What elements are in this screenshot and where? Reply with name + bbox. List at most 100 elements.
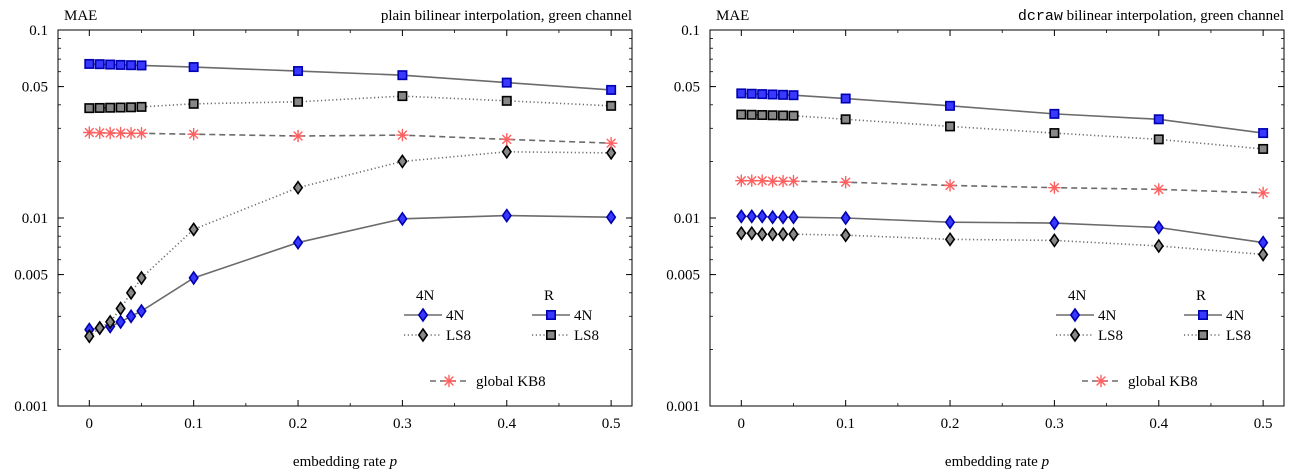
- series-r-4n: [84, 58, 617, 95]
- data-point: [788, 90, 799, 101]
- data-point: [777, 226, 789, 242]
- chart-panel-2: 0.001 0.005 0.01 0.05 0.1 0 0.1 0.2 0.3 0.4 0.5 MAE…: [666, 8, 1285, 470]
- legend-marker: [417, 307, 429, 323]
- series-line: [89, 95, 612, 109]
- series-line: [741, 92, 1264, 134]
- x-tick-label: 0.1: [836, 416, 855, 432]
- y-tick-label: 0.005: [14, 268, 48, 284]
- plot-frame: [57, 29, 633, 407]
- data-point: [757, 89, 768, 100]
- series-4n-ls8: [84, 144, 617, 344]
- legend-marker: [1069, 327, 1081, 343]
- data-point: [396, 128, 409, 142]
- data-point: [93, 126, 107, 140]
- legend-header: 4N: [1068, 288, 1087, 304]
- data-point: [136, 60, 147, 71]
- series-4n-4n: [84, 208, 617, 337]
- data-point: [944, 231, 956, 247]
- data-point: [1257, 235, 1269, 250]
- data-point: [766, 174, 779, 188]
- data-point: [604, 136, 618, 150]
- chart-title-part: plain bilinear interpolation, green chan…: [381, 8, 632, 24]
- data-point: [788, 226, 799, 242]
- data-point: [124, 127, 138, 140]
- data-point: [757, 208, 768, 224]
- data-point: [84, 103, 95, 114]
- data-point: [115, 102, 126, 113]
- data-point: [735, 174, 748, 187]
- legend-header: R: [544, 288, 554, 304]
- legend-marker: [1198, 329, 1209, 340]
- data-point: [1258, 128, 1269, 139]
- series-line: [89, 131, 612, 144]
- data-point: [767, 89, 778, 100]
- data-point: [105, 59, 116, 70]
- data-point: [105, 314, 116, 330]
- x-tick-label: 0: [86, 416, 94, 432]
- data-point: [188, 62, 199, 73]
- data-point: [115, 314, 126, 330]
- series-line: [88, 150, 612, 337]
- data-point: [767, 110, 778, 121]
- legend-label: LS8: [574, 328, 599, 344]
- data-point: [840, 210, 851, 226]
- legend-header: R: [1196, 288, 1206, 304]
- y-tick-label: 0.05: [674, 80, 700, 96]
- data-point: [83, 126, 96, 139]
- data-point: [126, 102, 137, 113]
- legend-label: LS8: [1098, 328, 1123, 344]
- data-point: [136, 303, 147, 319]
- data-point: [1257, 247, 1269, 262]
- data-point: [943, 179, 957, 192]
- series-r-ls8: [84, 91, 617, 114]
- legend-label: LS8: [1226, 328, 1251, 344]
- x-axis-label-variable: p: [389, 454, 398, 470]
- data-point: [501, 144, 512, 160]
- data-point: [293, 66, 304, 77]
- data-point: [757, 226, 768, 242]
- series-line: [89, 214, 612, 331]
- data-point: [755, 174, 769, 187]
- y-tick-label: 0.01: [22, 211, 48, 227]
- legend-label: LS8: [446, 328, 471, 344]
- legend-label: 4N: [574, 308, 593, 324]
- data-point: [136, 101, 147, 112]
- data-point: [746, 208, 757, 224]
- y-tick-label: 0.005: [666, 268, 700, 284]
- data-point: [114, 126, 127, 140]
- data-point: [84, 328, 95, 344]
- y-tick-label: 0.05: [22, 80, 48, 96]
- data-point: [397, 91, 408, 102]
- x-axis-label: embedding rate p: [293, 454, 398, 470]
- data-point: [1048, 181, 1061, 194]
- legend: 4N R 4N LS8 4N LS8 global KB8: [1056, 288, 1251, 390]
- data-point: [1152, 183, 1166, 196]
- data-point: [103, 126, 117, 140]
- data-point: [746, 225, 757, 241]
- x-axis-label-text: embedding rate: [945, 454, 1042, 470]
- x-tick-label: 0.4: [1149, 416, 1168, 432]
- data-point: [767, 209, 778, 225]
- x-axis-label-variable: p: [1041, 454, 1050, 470]
- legend-marker: [417, 327, 429, 343]
- legend-header: 4N: [416, 288, 435, 304]
- legend-marker: [442, 374, 456, 388]
- y-tick-label: 0.01: [674, 211, 700, 227]
- legend-label: global KB8: [1128, 374, 1198, 390]
- y-tick-label: 0.1: [681, 23, 700, 39]
- data-point: [777, 209, 789, 225]
- legend-marker: [1198, 309, 1209, 320]
- data-point: [757, 110, 768, 121]
- data-point: [840, 227, 851, 243]
- data-point: [746, 109, 757, 120]
- data-point: [840, 93, 851, 104]
- data-point: [767, 226, 778, 242]
- data-point: [136, 270, 147, 286]
- series-line: [741, 215, 1264, 244]
- data-point: [1153, 238, 1164, 254]
- legend-label: 4N: [1226, 308, 1245, 324]
- series-line: [741, 113, 1264, 150]
- data-point: [945, 121, 956, 132]
- y-tick-label: 0.1: [29, 23, 48, 39]
